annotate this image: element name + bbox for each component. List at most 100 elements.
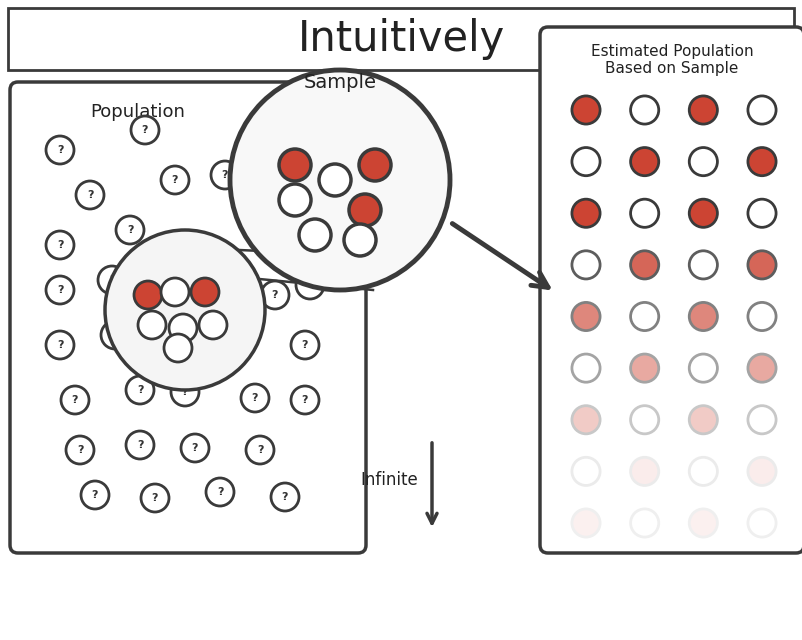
Text: ?: ? [302, 340, 308, 350]
Circle shape [46, 276, 74, 304]
Circle shape [164, 334, 192, 362]
Circle shape [689, 354, 718, 382]
Circle shape [299, 219, 331, 251]
Text: ?: ? [57, 285, 63, 295]
Text: ?: ? [306, 240, 314, 250]
Circle shape [81, 481, 109, 509]
Circle shape [689, 199, 718, 227]
Circle shape [101, 321, 129, 349]
Circle shape [279, 184, 311, 216]
Text: ?: ? [272, 290, 278, 300]
Text: ?: ? [109, 275, 115, 285]
Text: ?: ? [71, 395, 79, 405]
Circle shape [630, 251, 658, 279]
Circle shape [572, 303, 600, 331]
Circle shape [279, 149, 311, 181]
Circle shape [630, 199, 658, 227]
Circle shape [748, 96, 776, 124]
FancyBboxPatch shape [8, 8, 794, 70]
Text: Intuitively: Intuitively [298, 18, 504, 60]
Text: ?: ? [152, 493, 158, 503]
Circle shape [572, 406, 600, 434]
Circle shape [630, 509, 658, 537]
FancyBboxPatch shape [540, 27, 802, 553]
Text: Estimated Population
Based on Sample: Estimated Population Based on Sample [591, 44, 753, 76]
Circle shape [344, 224, 376, 256]
Circle shape [630, 406, 658, 434]
Circle shape [271, 171, 299, 199]
Circle shape [271, 483, 299, 511]
Circle shape [689, 148, 718, 176]
Circle shape [66, 436, 94, 464]
Circle shape [246, 436, 274, 464]
Circle shape [572, 509, 600, 537]
Text: ?: ? [57, 340, 63, 350]
Circle shape [748, 251, 776, 279]
Text: ?: ? [137, 440, 144, 450]
Circle shape [572, 354, 600, 382]
Text: ?: ? [192, 443, 198, 453]
Text: ?: ? [111, 330, 118, 340]
Circle shape [141, 484, 169, 512]
Circle shape [105, 230, 265, 390]
Circle shape [689, 96, 718, 124]
Circle shape [689, 303, 718, 331]
Circle shape [291, 331, 319, 359]
Text: ?: ? [257, 445, 263, 455]
Circle shape [296, 271, 324, 299]
Circle shape [261, 136, 289, 164]
Text: ?: ? [137, 385, 144, 395]
Circle shape [748, 303, 776, 331]
Circle shape [46, 136, 74, 164]
Circle shape [748, 458, 776, 486]
Circle shape [256, 221, 284, 249]
Circle shape [630, 148, 658, 176]
Circle shape [131, 116, 159, 144]
Circle shape [748, 509, 776, 537]
Text: ?: ? [127, 225, 133, 235]
Circle shape [161, 278, 189, 306]
Circle shape [349, 194, 381, 226]
Text: Infinite: Infinite [360, 471, 418, 489]
Text: ?: ? [217, 487, 223, 497]
Text: ?: ? [272, 145, 278, 155]
Circle shape [134, 281, 162, 309]
Circle shape [572, 458, 600, 486]
Circle shape [296, 231, 324, 259]
Text: ?: ? [267, 230, 273, 240]
Circle shape [689, 458, 718, 486]
Text: ?: ? [91, 490, 99, 500]
Circle shape [572, 148, 600, 176]
Text: ?: ? [142, 125, 148, 135]
Circle shape [748, 148, 776, 176]
Circle shape [126, 431, 154, 459]
Circle shape [630, 354, 658, 382]
FancyBboxPatch shape [10, 82, 366, 553]
Circle shape [46, 231, 74, 259]
Text: ?: ? [221, 170, 229, 180]
Circle shape [126, 376, 154, 404]
Text: Sample: Sample [303, 72, 376, 92]
Text: ?: ? [306, 280, 314, 290]
Circle shape [748, 406, 776, 434]
Circle shape [630, 96, 658, 124]
Circle shape [630, 458, 658, 486]
Circle shape [689, 251, 718, 279]
Text: ?: ? [172, 175, 178, 185]
Text: ?: ? [57, 145, 63, 155]
Circle shape [76, 181, 104, 209]
Circle shape [191, 278, 219, 306]
Circle shape [261, 281, 289, 309]
Text: Population: Population [90, 103, 185, 121]
Text: ?: ? [57, 240, 63, 250]
Circle shape [206, 478, 234, 506]
Text: ?: ? [252, 393, 258, 403]
Circle shape [169, 314, 197, 342]
Circle shape [748, 199, 776, 227]
Circle shape [181, 434, 209, 462]
Text: ?: ? [282, 492, 288, 502]
Circle shape [98, 266, 126, 294]
Circle shape [211, 161, 239, 189]
Text: ?: ? [182, 387, 188, 397]
Circle shape [230, 70, 450, 290]
